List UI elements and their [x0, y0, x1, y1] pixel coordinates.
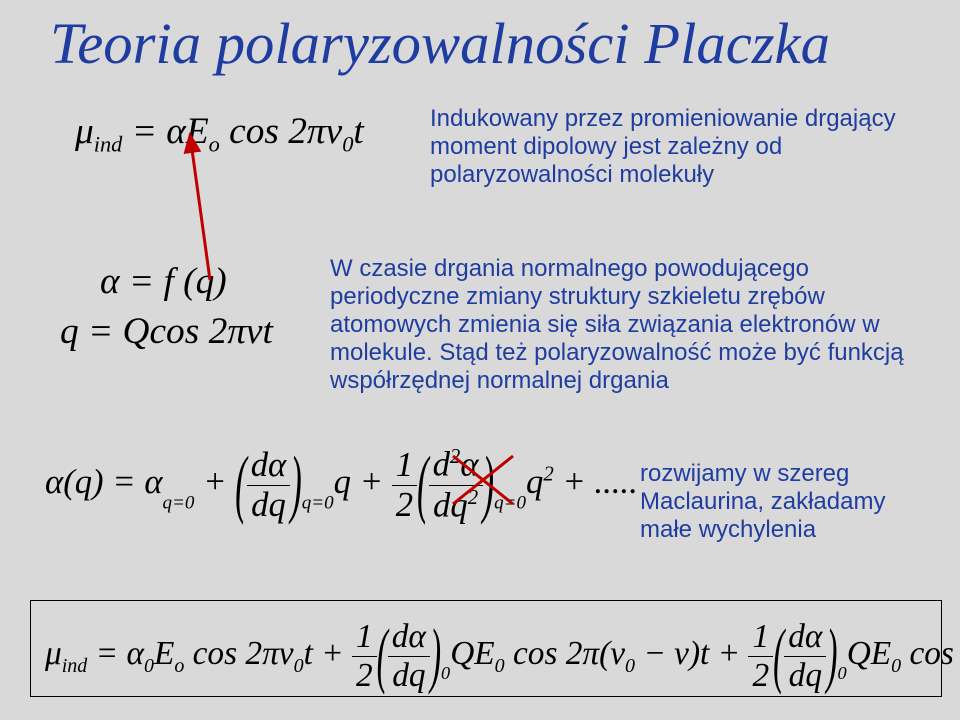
slide-root: Teoria polaryzowalności Placzka μind = α… [0, 0, 960, 720]
red-cross-icon [0, 0, 960, 720]
